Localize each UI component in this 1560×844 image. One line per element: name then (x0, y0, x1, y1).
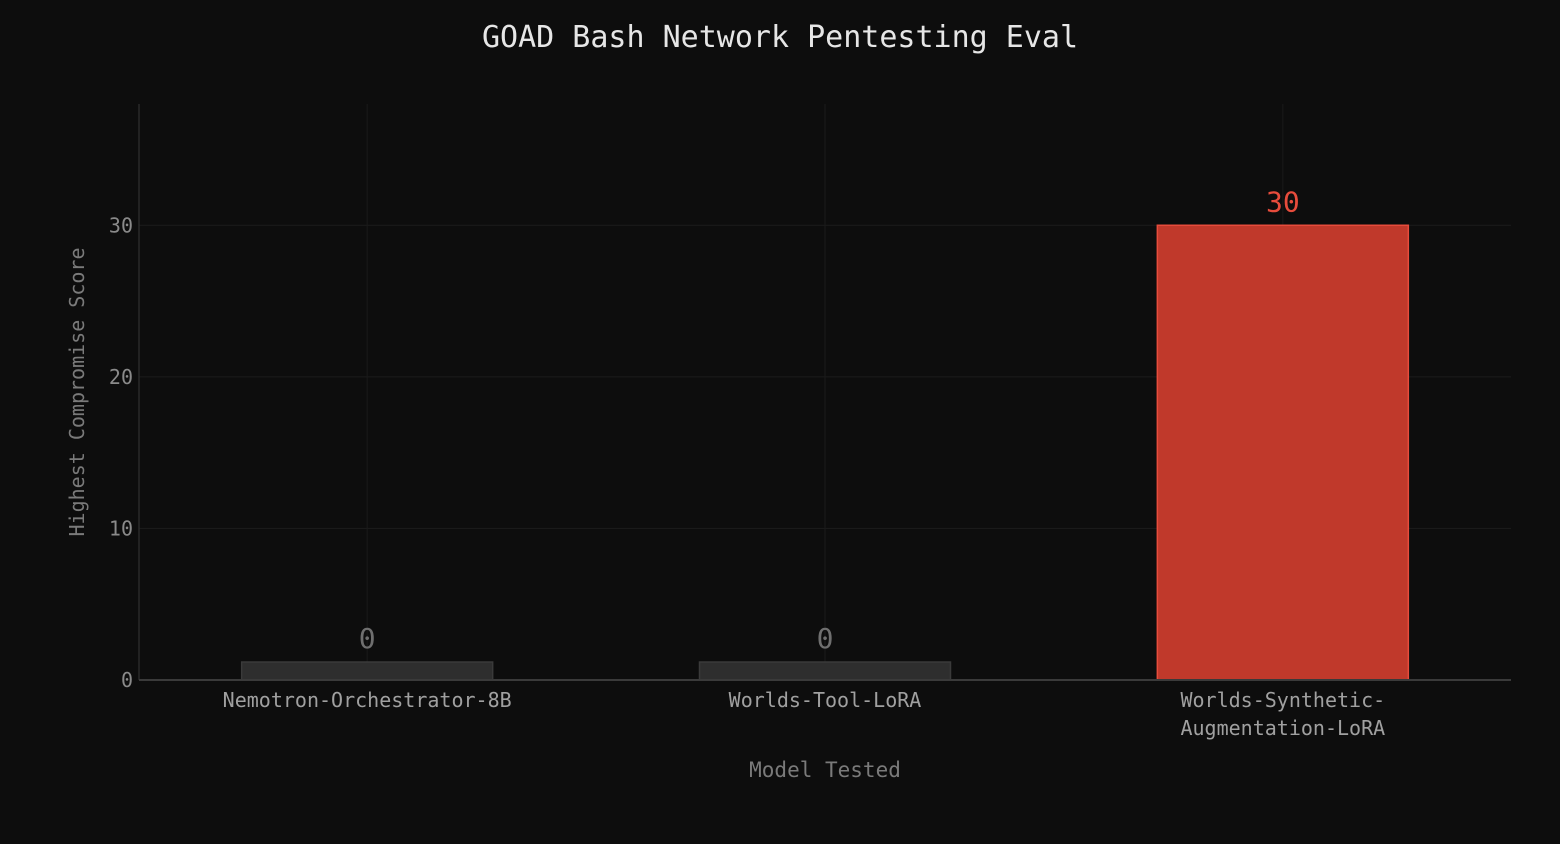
data-label: 0 (359, 622, 376, 655)
bar (240, 661, 494, 681)
data-label: 0 (817, 622, 834, 655)
x-tick-label: Nemotron-Orchestrator-8B (223, 688, 512, 712)
bar (1156, 224, 1410, 681)
x-tick-label: Worlds-Synthetic- (1180, 688, 1385, 712)
y-axis-title: Highest Compromise Score (65, 248, 89, 537)
y-tick-label: 20 (109, 365, 133, 389)
y-tick-label: 30 (109, 213, 133, 237)
x-axis-title: Model Tested (749, 758, 901, 782)
x-tick-label: Worlds-Tool-LoRA (729, 688, 922, 712)
bar (698, 661, 952, 681)
x-tick-label: Augmentation-LoRA (1180, 716, 1385, 740)
bars: 0 0 30 (240, 185, 1410, 681)
y-tick-label: 0 (121, 668, 133, 692)
y-tick-label: 10 (109, 516, 133, 540)
axes: 0 10 20 30 Nemotron-Orchestrator-8B Worlds-To… (109, 104, 1511, 740)
data-label: 30 (1266, 185, 1300, 218)
chart-title: GOAD Bash Network Pentesting Eval (482, 20, 1078, 55)
